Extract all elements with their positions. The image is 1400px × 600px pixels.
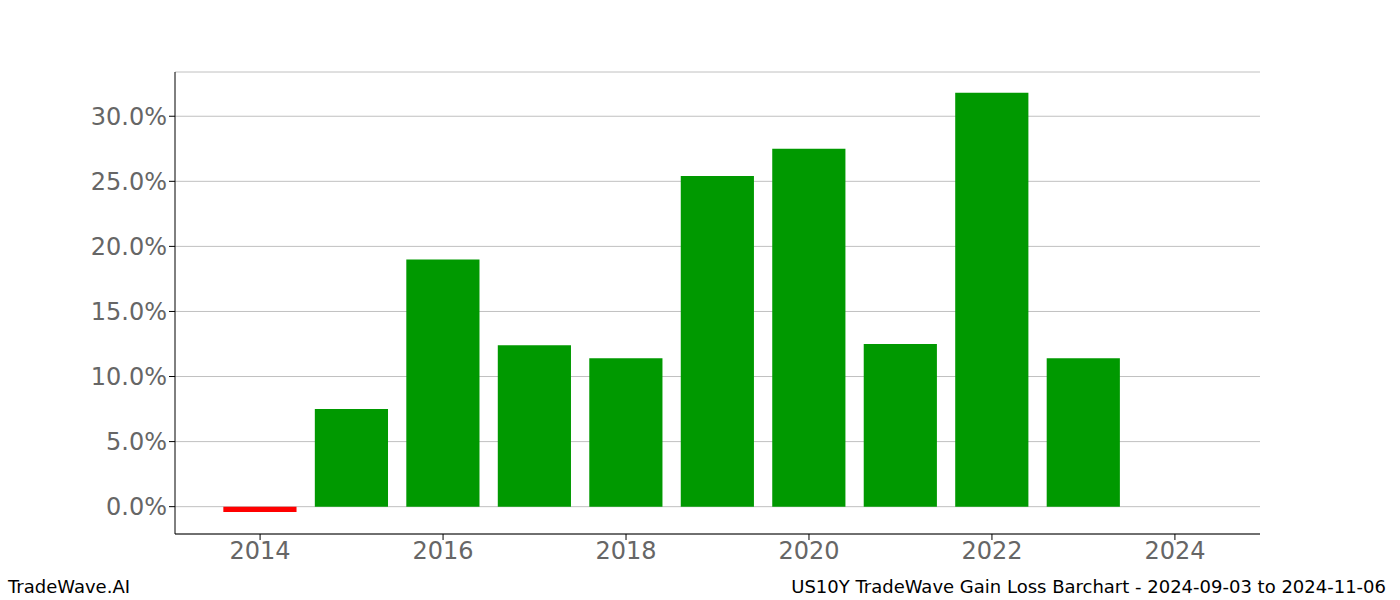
svg-text:0.0%: 0.0%	[106, 493, 167, 521]
svg-text:2020: 2020	[778, 537, 839, 565]
svg-text:2016: 2016	[413, 537, 474, 565]
svg-text:2022: 2022	[961, 537, 1022, 565]
html-text:US10Y TradeWave Gain Loss Barc: US10Y TradeWave Gain Loss Barchart - 202…	[791, 576, 1386, 597]
svg-text:5.0%: 5.0%	[106, 428, 167, 456]
svg-text:2024: 2024	[1144, 537, 1205, 565]
html-text:TradeWave.AI: TradeWave.AI	[8, 576, 130, 597]
svg-text:10.0%: 10.0%	[91, 363, 167, 391]
svg-text:25.0%: 25.0%	[91, 168, 167, 196]
svg-text:20.0%: 20.0%	[91, 233, 167, 261]
svg-text:2018: 2018	[595, 537, 656, 565]
svg-text:15.0%: 15.0%	[91, 298, 167, 326]
svg-text:30.0%: 30.0%	[91, 103, 167, 131]
svg-text:2014: 2014	[230, 537, 291, 565]
